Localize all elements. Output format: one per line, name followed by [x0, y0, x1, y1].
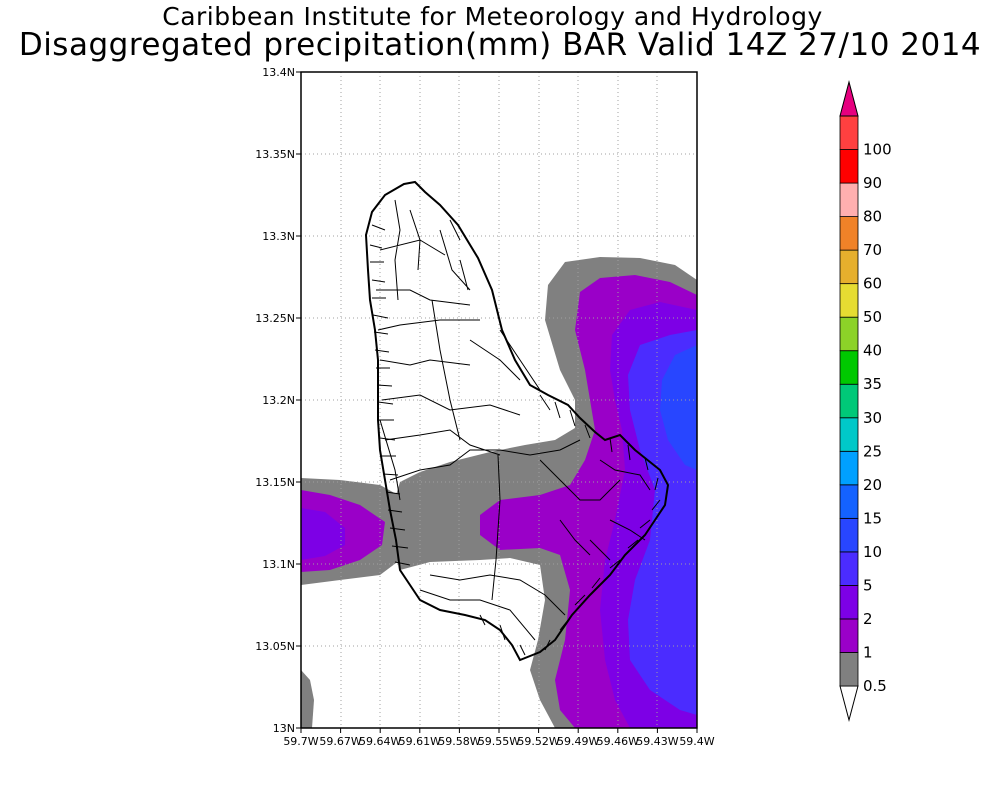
colorbar-label: 0.5	[863, 677, 887, 695]
colorbar-label: 100	[863, 141, 892, 159]
island-map	[364, 180, 670, 662]
y-tick-label: 13N	[273, 722, 295, 735]
colorbar-label: 10	[863, 543, 882, 561]
y-tick-label: 13.15N	[255, 476, 295, 489]
y-tick-label: 13.35N	[255, 148, 295, 161]
title-line-1: Caribbean Institute for Meteorology and …	[162, 2, 823, 31]
colorbar-bin	[839, 652, 859, 687]
colorbar-label: 25	[863, 442, 882, 460]
colorbar-bin	[839, 618, 859, 653]
colorbar-label: 50	[863, 308, 882, 326]
colorbar-bin	[839, 249, 859, 285]
colorbar-label: 20	[863, 476, 882, 494]
colorbar-bin-lower	[839, 685, 859, 722]
island-outline	[364, 180, 670, 662]
y-tick-label: 13.05N	[255, 640, 295, 653]
colorbar-label: 2	[863, 610, 873, 628]
precip-gray-sw	[301, 670, 314, 728]
y-tick-label: 13.25N	[255, 312, 295, 325]
colorbar-bin	[839, 551, 859, 586]
colorbar-label: 1	[863, 643, 873, 661]
colorbar-bin	[839, 450, 859, 486]
colorbar-bin	[839, 216, 859, 251]
colorbar-label: 70	[863, 241, 882, 259]
title-line-2: Disaggregated precipitation(mm) BAR Vali…	[18, 27, 982, 63]
y-tick-label: 13.3N	[262, 230, 295, 243]
colorbar-bin	[839, 417, 859, 452]
colorbar-label: 60	[863, 275, 882, 293]
colorbar-label: 90	[863, 174, 882, 192]
x-tick-label: 59.52W	[517, 735, 559, 748]
colorbar-label: 40	[863, 342, 882, 360]
colorbar-bin	[839, 316, 859, 352]
x-tick-label: 59.4W	[679, 735, 714, 748]
precip-blue-10	[660, 345, 697, 470]
y-tick-label: 13.4N	[262, 66, 295, 79]
x-tick-label: 59.43W	[636, 735, 678, 748]
colorbar-bin	[839, 149, 859, 184]
colorbar-bin	[839, 585, 859, 620]
x-axis: 59.7W 59.67W59.64W59.61W59.58W59.55W59.52…	[283, 728, 715, 748]
x-tick-label: 59.46W	[597, 735, 639, 748]
colorbar-label: 80	[863, 208, 882, 226]
x-tick-label: 59.61W	[399, 735, 441, 748]
colorbar-label: 15	[863, 509, 882, 527]
x-tick-label: 59.64W	[359, 735, 401, 748]
x-tick-label: 59.7W	[283, 735, 318, 748]
x-tick-label: 59.49W	[557, 735, 599, 748]
colorbar-bin	[839, 115, 859, 150]
y-tick-label: 13.1N	[262, 558, 295, 571]
colorbar-bin	[839, 350, 859, 385]
colorbar-bin	[839, 182, 859, 217]
colorbar-label: 5	[863, 576, 873, 594]
x-tick-label: 59.67W	[319, 735, 361, 748]
x-tick-label: 59.55W	[478, 735, 520, 748]
colorbar-bin	[839, 517, 859, 553]
colorbar-label: 30	[863, 409, 882, 427]
map-grid	[301, 72, 697, 728]
colorbar-bin	[839, 484, 859, 519]
y-axis: 13.4N 13.35N 13.3N 13.25N 13.2N 13.15N 13.1N 13…	[255, 66, 301, 735]
colorbar-bin	[839, 283, 859, 318]
precipitation-layer	[301, 257, 697, 728]
colorbar-bin	[839, 383, 859, 419]
colorbar-label: 35	[863, 375, 882, 393]
colorbar-bin-upper	[839, 80, 859, 117]
y-tick-label: 13.2N	[262, 394, 295, 407]
precip-violet-west	[301, 508, 345, 560]
x-tick-label: 59.58W	[438, 735, 480, 748]
